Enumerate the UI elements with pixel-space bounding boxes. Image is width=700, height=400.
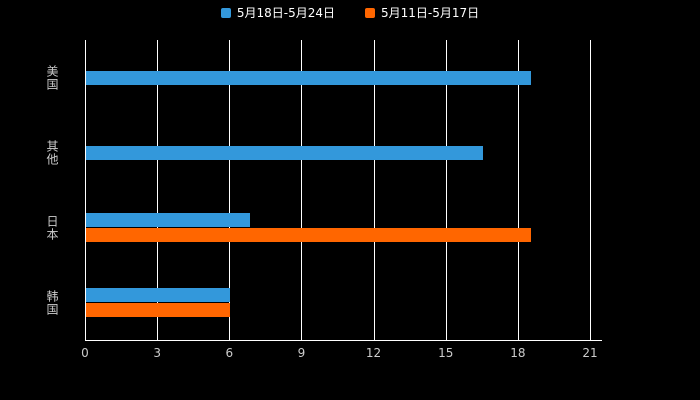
gridline-x-18 xyxy=(517,40,519,340)
legend-marker-icon xyxy=(220,8,231,18)
gridline-x-21 xyxy=(590,40,591,340)
bar-series1-cat2[interactable] xyxy=(86,228,531,242)
y-axis-label-2: 日本 xyxy=(45,214,59,241)
bar-series0-cat0[interactable] xyxy=(86,70,531,85)
x-tick-label-18: 18 xyxy=(510,346,526,360)
x-tick-label-0: 0 xyxy=(81,346,89,360)
gridline-x-3 xyxy=(157,40,159,340)
legend-marker-icon xyxy=(365,8,375,18)
bar-series1-cat3[interactable] xyxy=(86,303,231,317)
y-axis-label-3: 韩国 xyxy=(45,289,59,316)
gridline-x-0 xyxy=(85,40,86,340)
bar-series0-cat3[interactable] xyxy=(86,288,231,302)
y-axis-label-0: 美国 xyxy=(45,64,59,91)
gridline-x-9 xyxy=(301,40,303,340)
x-tick-label-15: 15 xyxy=(438,346,454,360)
y-axis-label-1: 其他 xyxy=(45,139,59,166)
legend-item-0[interactable]: 5月18日-5月24日 xyxy=(220,6,335,20)
x-tick-label-9: 9 xyxy=(297,346,306,360)
x-tick-label-21: 21 xyxy=(582,346,598,360)
bar-series0-cat2[interactable] xyxy=(86,213,250,227)
gridline-x-6 xyxy=(229,40,231,340)
gridline-x-12 xyxy=(373,40,375,340)
chart-legend: 5月18日-5月24日 5月11日-5月17日 xyxy=(0,7,700,19)
x-tick-label-12: 12 xyxy=(365,346,382,360)
legend-label: 5月11日-5月17日 xyxy=(381,6,480,20)
x-axis-line xyxy=(85,340,602,341)
bar-series0-cat1[interactable] xyxy=(86,145,483,160)
gridline-x-15 xyxy=(445,40,447,340)
x-tick-label-3: 3 xyxy=(153,346,161,360)
legend-label: 5月18日-5月24日 xyxy=(236,6,335,20)
x-tick-label-6: 6 xyxy=(225,346,234,360)
legend-item-1[interactable]: 5月11日-5月17日 xyxy=(365,7,479,19)
